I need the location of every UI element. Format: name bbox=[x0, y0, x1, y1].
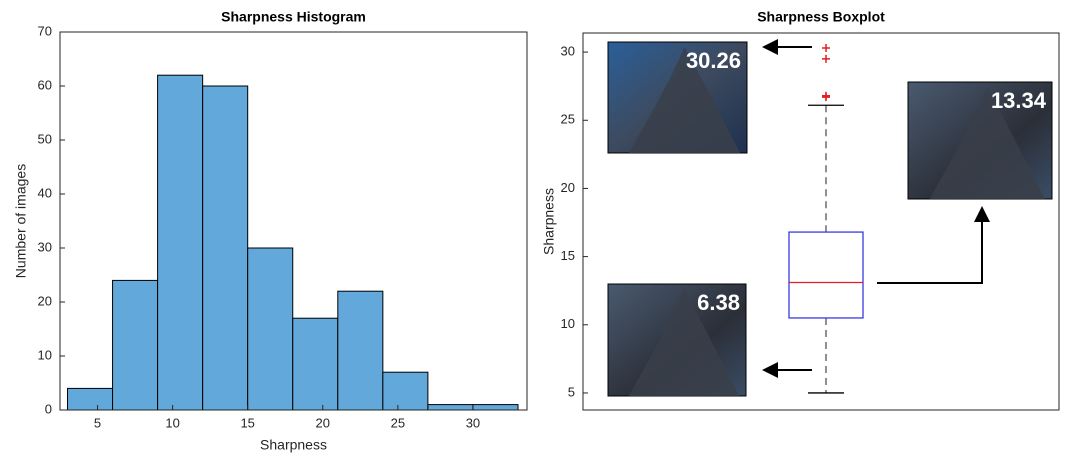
y-tick-label: 40 bbox=[38, 185, 52, 200]
bar bbox=[383, 372, 428, 410]
chart-title: Sharpness Histogram bbox=[221, 9, 366, 25]
x-tick-label: 20 bbox=[316, 415, 330, 430]
y-tick-label: 70 bbox=[38, 23, 52, 38]
y-tick-label: 30 bbox=[38, 239, 52, 254]
y-tick-label: 5 bbox=[568, 384, 575, 399]
y-tick-label: 20 bbox=[38, 293, 52, 308]
x-tick-label: 25 bbox=[391, 415, 405, 430]
chart-title: Sharpness Boxplot bbox=[757, 9, 885, 25]
arrow bbox=[877, 208, 982, 283]
bar bbox=[68, 388, 113, 410]
x-tick-label: 5 bbox=[94, 415, 101, 430]
bar bbox=[113, 280, 158, 410]
outlier bbox=[822, 44, 830, 52]
y-axis-label: Sharpness bbox=[541, 188, 557, 255]
bar bbox=[248, 248, 293, 410]
y-tick-label: 15 bbox=[561, 248, 575, 263]
outlier bbox=[822, 55, 830, 63]
bar bbox=[158, 75, 203, 410]
y-tick-label: 10 bbox=[38, 347, 52, 362]
x-tick-label: 10 bbox=[165, 415, 179, 430]
bar bbox=[293, 318, 338, 410]
y-tick-label: 0 bbox=[45, 401, 52, 416]
bar bbox=[473, 405, 518, 410]
y-tick-label: 50 bbox=[38, 131, 52, 146]
photo-label: 30.26 bbox=[686, 48, 741, 73]
figure: Sharpness Histogram 5 10 15 20 25 30 0 10 20 30 40 5… bbox=[0, 0, 1066, 456]
photo-label: 13.34 bbox=[991, 88, 1047, 113]
y-tick-label: 30 bbox=[561, 44, 575, 59]
y-axis-label: Number of images bbox=[13, 164, 29, 278]
y-tick-label: 20 bbox=[561, 180, 575, 195]
bar bbox=[428, 405, 473, 410]
x-axis-label: Sharpness bbox=[260, 437, 327, 453]
bar bbox=[203, 86, 248, 410]
box bbox=[789, 232, 863, 318]
x-tick-label: 15 bbox=[240, 415, 254, 430]
bar bbox=[338, 291, 383, 410]
x-tick-label: 30 bbox=[466, 415, 480, 430]
outlier bbox=[822, 93, 830, 101]
y-tick-label: 10 bbox=[561, 316, 575, 331]
photo-label: 6.38 bbox=[697, 290, 740, 315]
y-tick-label: 60 bbox=[38, 77, 52, 92]
y-tick-label: 25 bbox=[561, 112, 575, 127]
